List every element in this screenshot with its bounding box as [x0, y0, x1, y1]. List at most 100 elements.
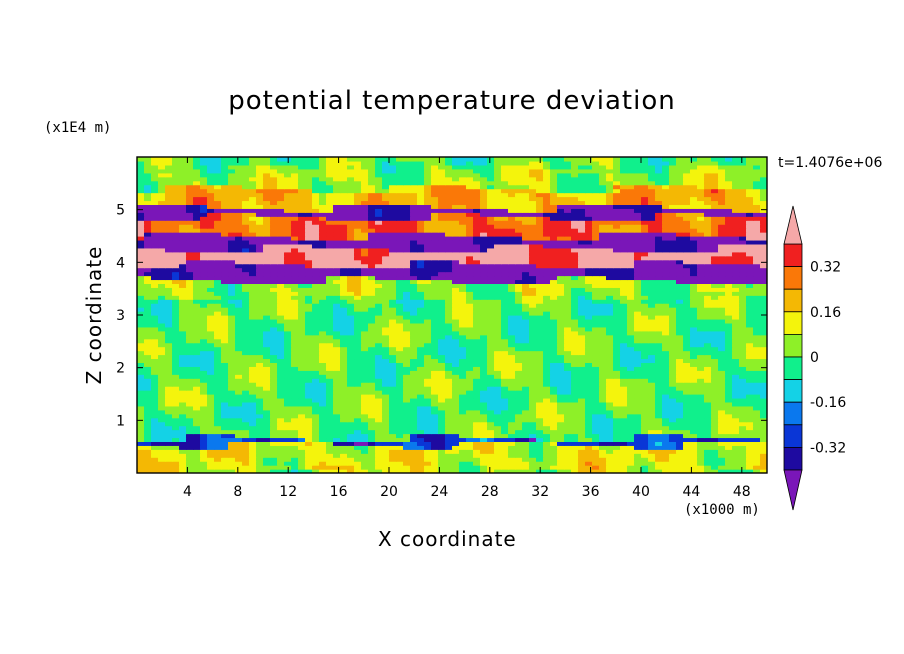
heatmap-cell [235, 465, 243, 470]
heatmap-cell [746, 334, 754, 340]
heatmap-cell [242, 469, 250, 473]
heatmap-cell [158, 279, 166, 284]
heatmap-cell [487, 445, 495, 450]
heatmap-cell [410, 259, 418, 265]
heatmap-cell [515, 315, 523, 320]
heatmap-cell [242, 303, 250, 308]
heatmap-cell [564, 330, 572, 336]
heatmap-cell [459, 433, 467, 439]
heatmap-cell [214, 303, 222, 308]
heatmap-cell [431, 401, 439, 407]
heatmap-cell [179, 441, 187, 446]
heatmap-cell [242, 358, 250, 363]
heatmap-cell [648, 362, 656, 367]
heatmap-cell [144, 413, 152, 419]
heatmap-cell [508, 453, 516, 458]
heatmap-cell [158, 374, 166, 379]
heatmap-cell [487, 461, 495, 466]
heatmap-cell [732, 362, 740, 367]
heatmap-cell [704, 405, 712, 411]
heatmap-cell [193, 445, 201, 450]
heatmap-cell [256, 394, 264, 399]
heatmap-cell [641, 394, 649, 399]
heatmap-cell [424, 362, 432, 367]
heatmap-cell [683, 425, 691, 431]
heatmap-cell [207, 295, 215, 300]
heatmap-cell [669, 437, 677, 442]
heatmap-cell [277, 354, 285, 360]
heatmap-cell [501, 378, 509, 383]
heatmap-cell [291, 421, 299, 427]
heatmap-cell [312, 421, 320, 427]
heatmap-cell [340, 405, 348, 411]
heatmap-cell [193, 378, 201, 383]
heatmap-cell [158, 382, 166, 387]
heatmap-cell [676, 291, 684, 296]
heatmap-cell [494, 358, 502, 363]
heatmap-cell [221, 397, 229, 403]
heatmap-cell [179, 449, 187, 454]
heatmap-cell [648, 255, 656, 261]
heatmap-cell [326, 457, 334, 462]
heatmap-cell [529, 378, 537, 383]
heatmap-cell [669, 311, 677, 316]
heatmap-cell [480, 358, 488, 363]
heatmap-cell [235, 370, 243, 375]
heatmap-cell [312, 382, 320, 387]
heatmap-cell [207, 315, 215, 320]
heatmap-cell [543, 457, 551, 462]
heatmap-cell [438, 382, 446, 387]
heatmap-cell [431, 469, 439, 473]
heatmap-cell [662, 315, 670, 320]
heatmap-cell [718, 366, 726, 371]
heatmap-cell [697, 295, 705, 300]
heatmap-cell [711, 287, 719, 292]
heatmap-cell [459, 397, 467, 403]
heatmap-cell [627, 342, 635, 348]
heatmap-cell [641, 413, 649, 419]
heatmap-cell [676, 366, 684, 371]
heatmap-cell [375, 362, 383, 367]
heatmap-cell [137, 311, 145, 316]
heatmap-cell [599, 374, 607, 379]
heatmap-cell [144, 378, 152, 383]
heatmap-cell [606, 303, 614, 308]
heatmap-cell [613, 382, 621, 387]
heatmap-cell [431, 461, 439, 466]
heatmap-cell [151, 437, 159, 442]
heatmap-cell [375, 453, 383, 458]
heatmap-cell [291, 370, 299, 375]
heatmap-cell [417, 342, 425, 348]
heatmap-cell [445, 417, 453, 423]
heatmap-cell [277, 346, 285, 352]
heatmap-cell [487, 421, 495, 427]
heatmap-cell [158, 350, 166, 356]
heatmap-cell [662, 295, 670, 300]
heatmap-cell [284, 334, 292, 340]
heatmap-cell [347, 401, 355, 407]
heatmap-cell [732, 275, 740, 281]
heatmap-cell [746, 386, 754, 391]
heatmap-cell [550, 370, 558, 375]
heatmap-cell [242, 307, 250, 312]
heatmap-cell [697, 338, 705, 344]
heatmap-cell [256, 342, 264, 348]
heatmap-cell [431, 295, 439, 300]
heatmap-cell [242, 334, 250, 340]
heatmap-cell [270, 283, 278, 288]
heatmap-cell [354, 295, 362, 300]
heatmap-cell [382, 429, 390, 435]
heatmap-cell [599, 378, 607, 383]
heatmap-cell [326, 303, 334, 308]
heatmap-cell [690, 461, 698, 466]
heatmap-cell [536, 279, 544, 284]
heatmap-cell [263, 445, 271, 450]
heatmap-cell [634, 441, 642, 446]
heatmap-cell [718, 461, 726, 466]
heatmap-cell [410, 461, 418, 466]
heatmap-cell [620, 295, 628, 300]
heatmap-cell [627, 390, 635, 395]
heatmap-cell [403, 374, 411, 379]
heatmap-cell [137, 287, 145, 292]
heatmap-cell [221, 401, 229, 407]
